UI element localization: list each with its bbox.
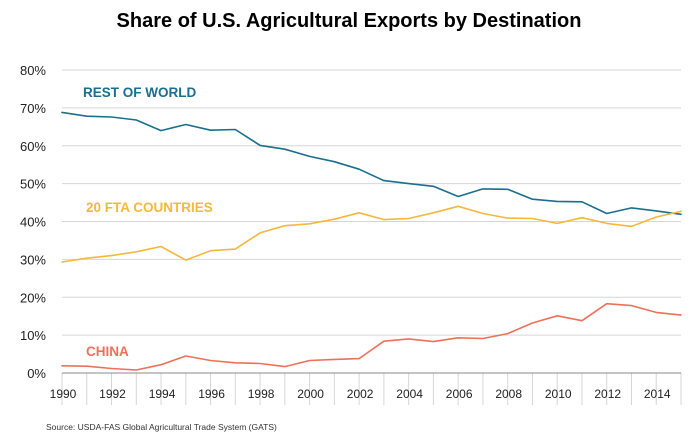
- x-tick-label: 2008: [495, 387, 522, 401]
- x-tick-label: 1998: [248, 387, 275, 401]
- x-tick-label: 2010: [545, 387, 572, 401]
- series-line-20-fta-countries: [61, 205, 682, 263]
- series-label-china: CHINA: [86, 344, 129, 359]
- x-tick-label: 1990: [50, 387, 77, 401]
- x-tick-label: 2012: [594, 387, 621, 401]
- y-tick-label: 60%: [20, 139, 46, 154]
- source-note: Source: USDA-FAS Global Agricultural Tra…: [46, 422, 277, 432]
- series-line-rest-of-world: [61, 111, 682, 216]
- axes: 0% 10% 20% 30% 40% 50% 60% 70% 80% 1990 1992 1994 19…: [20, 63, 681, 401]
- x-tick-label: 2006: [446, 387, 473, 401]
- x-tick-label: 2002: [347, 387, 374, 401]
- series-line-china: [61, 302, 682, 371]
- series-label-rest-of-world: REST OF WORLD: [83, 85, 196, 100]
- gridlines: [61, 69, 682, 405]
- y-tick-label: 20%: [20, 290, 46, 305]
- x-tick-label: 2004: [396, 387, 423, 401]
- x-tick-label: 1996: [198, 387, 225, 401]
- x-tick-label: 2014: [644, 387, 671, 401]
- series-label-20-fta-countries: 20 FTA COUNTRIES: [86, 200, 213, 215]
- y-tick-label: 80%: [20, 63, 46, 78]
- x-tick-label: 2000: [297, 387, 324, 401]
- y-tick-label: 10%: [20, 328, 46, 343]
- series-labels: REST OF WORLD 20 FTA COUNTRIES CHINA: [83, 85, 213, 359]
- x-tick-label: 1994: [149, 387, 176, 401]
- y-tick-label: 50%: [20, 177, 46, 192]
- chart-title: Share of U.S. Agricultural Exports by De…: [116, 10, 582, 32]
- y-tick-label: 70%: [20, 101, 46, 116]
- series-lines: [61, 111, 682, 371]
- y-tick-label: 40%: [20, 215, 46, 230]
- y-tick-label: 30%: [20, 252, 46, 267]
- y-tick-label: 0%: [27, 366, 46, 381]
- x-tick-label: 1992: [99, 387, 126, 401]
